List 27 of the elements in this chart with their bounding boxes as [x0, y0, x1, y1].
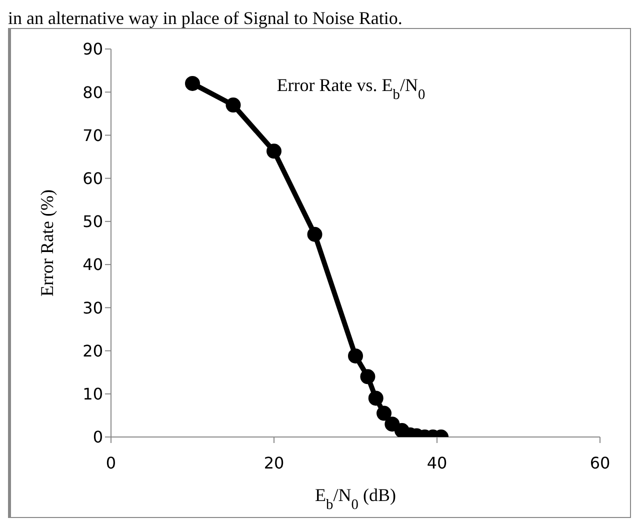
x-tick-label: 40: [426, 453, 448, 472]
point: [266, 144, 282, 159]
y-tick-label: 60: [82, 169, 103, 188]
point: [185, 76, 200, 91]
y-tick-label: 10: [82, 384, 103, 404]
y-tick-label: 30: [82, 298, 103, 318]
y-tick-label: 40: [82, 255, 103, 274]
point: [384, 416, 400, 432]
point: [360, 369, 376, 384]
point: [368, 390, 384, 406]
y-tick-label: 70: [82, 126, 103, 145]
point: [226, 98, 241, 113]
x-axis-title: E$_{b}$/N$_{0}$ (dB): [315, 485, 396, 513]
point: [307, 226, 322, 242]
y-axis-title: Error Rate (%): [37, 190, 57, 296]
point: [376, 406, 392, 421]
x-tick-label: 20: [264, 453, 284, 472]
y-tick-label: 50: [82, 212, 103, 232]
y-tick-label: 90: [82, 40, 103, 59]
y-tick-label: 0: [92, 428, 103, 447]
x-tick-label: 0: [106, 453, 116, 472]
text: Error Rate vs. E$_{b}$/N$_{0}$: [276, 75, 426, 103]
text: in an alternative way in place of Signal to Noise Ratio.: [8, 8, 404, 28]
point: [348, 348, 363, 364]
y-tick-label: 20: [82, 341, 103, 360]
x-tick-label: 60: [590, 453, 610, 472]
y-tick-label: 80: [82, 82, 103, 102]
